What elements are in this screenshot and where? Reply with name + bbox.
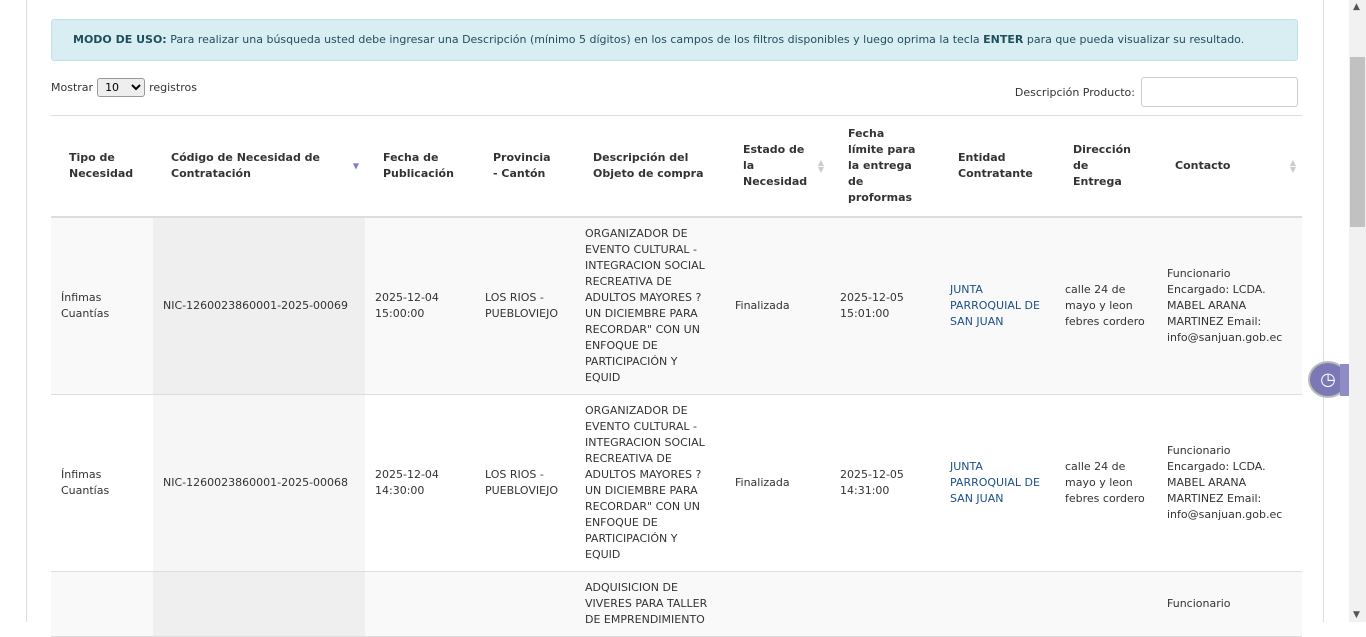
cell-direccion: calle 24 de mayo y leon febres cordero [1055, 394, 1157, 572]
cell-contacto: Funcionario Encargado: LCDA. MABEL ARANA… [1157, 394, 1302, 572]
column-header[interactable]: Provincia - Cantón [475, 115, 575, 218]
cell-tipo: Ínfimas Cuantías [51, 394, 153, 572]
cell-limite [830, 571, 940, 637]
usage-alert: MODO DE USO: Para realizar una búsqueda … [51, 19, 1298, 61]
cell-codigo: NIC-1260023860001-2025-00068 [153, 394, 365, 572]
filter-label: Descripción Producto: [1014, 85, 1135, 99]
column-header[interactable]: Entidad Contratante [940, 115, 1055, 218]
column-header-label: Contacto [1175, 159, 1231, 172]
alert-key: ENTER [983, 33, 1024, 46]
column-header[interactable]: Dirección de Entrega [1055, 115, 1157, 218]
column-header-label: Estado de la Necesidad [743, 143, 808, 188]
cell-estado: Finalizada [725, 217, 830, 395]
cell-estado: Finalizada [725, 394, 830, 572]
table-row: ADQUISICION DE VIVERES PARA TALLER DE EM… [51, 571, 1302, 637]
length-suffix: registros [149, 81, 197, 94]
cell-fecha: 2025-12-04 14:30:00 [365, 394, 475, 572]
cell-provincia [475, 571, 575, 637]
column-header-label: Dirección de Entrega [1073, 143, 1131, 188]
alert-label: MODO DE USO: [73, 33, 167, 46]
description-input[interactable] [1141, 77, 1298, 107]
entity-link[interactable]: JUNTA PARROQUIAL DE SAN JUAN [950, 460, 1040, 505]
cell-entidad: JUNTA PARROQUIAL DE SAN JUAN [940, 217, 1055, 395]
column-header[interactable]: Estado de la Necesidad ▲ ▼ [725, 115, 830, 218]
cell-entidad [940, 571, 1055, 637]
alert-text-end: para que pueda visualizar su resultado. [1023, 33, 1245, 46]
entity-link[interactable]: JUNTA PARROQUIAL DE SAN JUAN [950, 283, 1040, 328]
cell-descripcion: ORGANIZADOR DE EVENTO CULTURAL - INTEGRA… [575, 217, 725, 395]
cell-fecha [365, 571, 475, 637]
column-header-label: Entidad Contratante [958, 151, 1033, 180]
cell-contacto: Funcionario Encargado: LCDA. MABEL ARANA… [1157, 217, 1302, 395]
table-row: Ínfimas Cuantías NIC-1260023860001-2025-0… [51, 394, 1302, 572]
column-header-label: Código de Necesidad de Contratación [171, 151, 320, 180]
main-panel [26, 0, 1324, 622]
cell-provincia: LOS RIOS - PUEBLOVIEJO [475, 217, 575, 395]
cell-descripcion: ORGANIZADOR DE EVENTO CULTURAL - INTEGRA… [575, 394, 725, 572]
cell-provincia: LOS RIOS - PUEBLOVIEJO [475, 394, 575, 572]
cell-fecha: 2025-12-04 15:00:00 [365, 217, 475, 395]
page-length-select[interactable]: 10 [97, 78, 146, 97]
cell-codigo [153, 571, 365, 637]
cell-tipo [51, 571, 153, 637]
cell-direccion: calle 24 de mayo y leon febres cordero [1055, 217, 1157, 395]
cell-contacto: Funcionario [1157, 571, 1302, 637]
cell-entidad: JUNTA PARROQUIAL DE SAN JUAN [940, 394, 1055, 572]
cell-limite: 2025-12-05 14:31:00 [830, 394, 940, 572]
scrollbar-thumb[interactable] [1350, 57, 1365, 227]
column-header[interactable]: Tipo de Necesidad [51, 115, 153, 218]
description-filter: Descripción Producto: [1015, 77, 1298, 107]
results-table: Tipo de Necesidad Código de Necesidad de … [51, 115, 1302, 637]
column-header[interactable]: Fecha límite para la entrega de proforma… [830, 115, 940, 218]
page-length: Mostrar 10 registros [51, 78, 197, 97]
cell-estado [725, 571, 830, 637]
vertical-scrollbar[interactable]: ▲ ▼ [1349, 0, 1366, 622]
sort-icon[interactable]: ▲ ▼ [1289, 158, 1296, 174]
cell-limite: 2025-12-05 15:01:00 [830, 217, 940, 395]
column-header-label: Fecha de Publicación [383, 151, 454, 180]
column-header[interactable]: Fecha de Publicación [365, 115, 475, 218]
clock-icon: ◷ [1320, 369, 1336, 390]
column-header-label: Descripción del Objeto de compra [593, 151, 704, 180]
cell-descripcion: ADQUISICION DE VIVERES PARA TALLER DE EM… [575, 571, 725, 637]
table-row: Ínfimas Cuantías NIC-1260023860001-2025-0… [51, 217, 1302, 395]
scroll-up-icon[interactable]: ▲ [1353, 2, 1360, 12]
cell-codigo: NIC-1260023860001-2025-00069 [153, 217, 365, 395]
widget-tab[interactable] [1340, 364, 1349, 396]
column-header-label: Fecha límite para la entrega de proforma… [848, 127, 916, 204]
sort-icon[interactable]: ▼ [352, 161, 359, 171]
column-header[interactable]: Código de Necesidad de Contratación ▼ [153, 115, 365, 218]
column-header[interactable]: Descripción del Objeto de compra [575, 115, 725, 218]
alert-text: Para realizar una búsqueda usted debe in… [166, 33, 984, 46]
cell-tipo: Ínfimas Cuantías [51, 217, 153, 395]
column-header-label: Tipo de Necesidad [69, 151, 134, 180]
sort-icon[interactable]: ▲ ▼ [817, 158, 824, 174]
cell-direccion [1055, 571, 1157, 637]
column-header-label: Provincia - Cantón [493, 151, 551, 180]
column-header[interactable]: Contacto ▲ ▼ [1157, 115, 1302, 218]
scroll-down-icon[interactable]: ▼ [1353, 610, 1360, 620]
length-prefix: Mostrar [51, 81, 94, 94]
